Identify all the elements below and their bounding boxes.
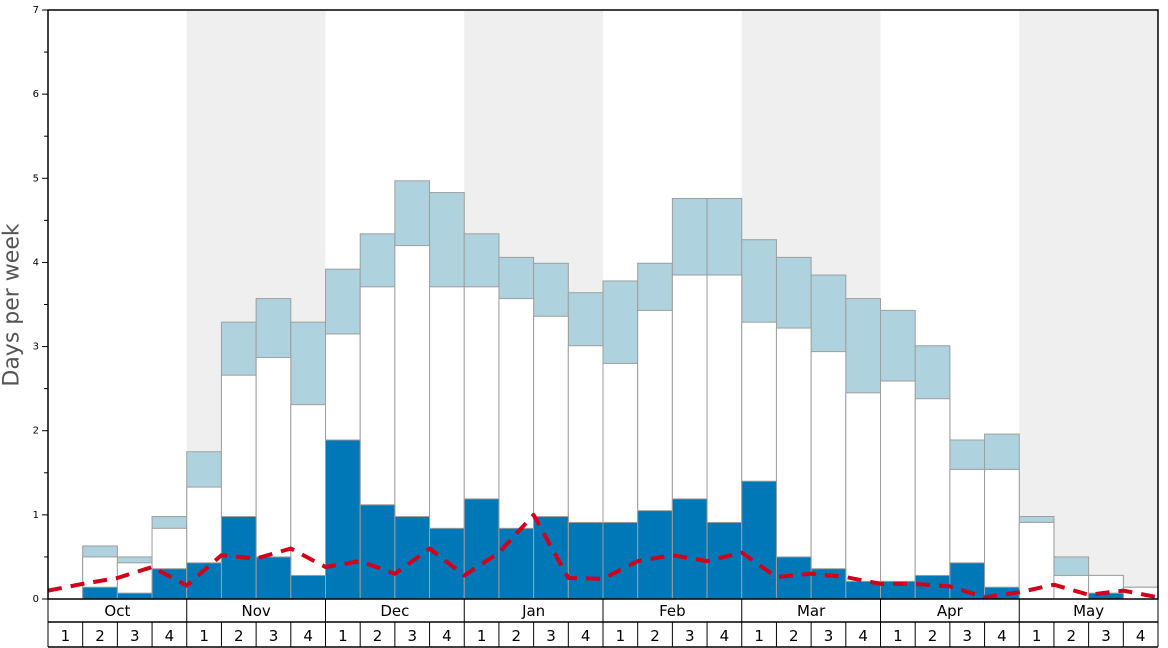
week-label-23: 3 (824, 627, 834, 645)
y-tick-label-1: 1 (33, 510, 39, 521)
month-label-may: May (1073, 602, 1104, 620)
bar-dark-7 (255, 556, 292, 600)
bar-white-25 (880, 380, 916, 600)
week-label-1: 1 (61, 627, 71, 645)
y-tick-label-0: 0 (33, 594, 39, 605)
bar-dark-8 (290, 574, 326, 600)
week-label-14: 2 (512, 627, 522, 645)
bar-dark-21 (741, 480, 777, 600)
y-tick-label-6: 6 (33, 89, 39, 100)
y-tick-label-4: 4 (33, 257, 39, 268)
bar-dark-15 (533, 516, 569, 600)
week-label-29: 1 (1032, 627, 1042, 645)
week-label-32: 4 (1136, 627, 1146, 645)
bar-dark-10 (359, 504, 396, 600)
bar-dark-23 (810, 568, 847, 600)
week-label-6: 2 (234, 627, 244, 645)
bar-white-24 (845, 392, 881, 600)
week-label-9: 1 (338, 627, 348, 645)
week-label-22: 2 (789, 627, 799, 645)
week-label-8: 4 (303, 627, 313, 645)
month-label-oct: Oct (104, 602, 130, 620)
week-label-16: 4 (581, 627, 591, 645)
y-tick-label-5: 5 (33, 173, 39, 184)
week-label-20: 4 (720, 627, 730, 645)
bar-dark-11 (394, 516, 431, 600)
bar-white-29 (1018, 521, 1055, 600)
bar-white-26 (914, 398, 951, 600)
week-label-3: 3 (130, 627, 140, 645)
month-band-may (1019, 10, 1158, 599)
bar-white-8 (290, 404, 326, 600)
week-label-17: 1 (616, 627, 626, 645)
week-label-2: 2 (95, 627, 105, 645)
week-label-7: 3 (269, 627, 279, 645)
week-label-26: 2 (928, 627, 938, 645)
bar-white-23 (810, 351, 847, 600)
month-label-apr: Apr (937, 602, 964, 620)
week-label-10: 2 (373, 627, 383, 645)
bar-dark-17 (602, 521, 639, 600)
bar-white-28 (984, 468, 1020, 600)
month-label-dec: Dec (380, 602, 409, 620)
bar-dark-14 (498, 527, 535, 600)
week-label-15: 3 (546, 627, 556, 645)
week-label-13: 1 (477, 627, 487, 645)
bar-dark-19 (671, 498, 708, 600)
week-label-5: 1 (199, 627, 209, 645)
week-label-19: 3 (685, 627, 695, 645)
week-label-28: 4 (997, 627, 1007, 645)
month-label-feb: Feb (659, 602, 686, 620)
week-label-21: 1 (754, 627, 764, 645)
y-tick-label-2: 2 (33, 426, 39, 437)
week-label-27: 3 (962, 627, 972, 645)
series-line-dashed (47, 512, 1159, 600)
bar-dark-16 (567, 521, 604, 600)
month-label-mar: Mar (797, 602, 826, 620)
week-label-31: 3 (1101, 627, 1111, 645)
week-label-24: 4 (858, 627, 868, 645)
y-tick-label-3: 3 (33, 342, 39, 353)
bar-dark-3 (116, 592, 153, 600)
bar-dark-2 (82, 586, 118, 600)
week-label-18: 2 (650, 627, 660, 645)
bar-dark-20 (706, 521, 743, 600)
bar-dark-13 (463, 498, 500, 600)
bar-dark-18 (637, 510, 673, 600)
week-label-30: 2 (1067, 627, 1077, 645)
y-axis-label: Days per week (0, 223, 25, 387)
y-tick-label-7: 7 (33, 5, 39, 16)
week-label-11: 3 (407, 627, 417, 645)
month-label-jan: Jan (521, 602, 545, 620)
bar-dark-9 (325, 439, 361, 600)
week-label-12: 4 (442, 627, 452, 645)
month-label-nov: Nov (241, 602, 270, 620)
week-label-4: 4 (165, 627, 175, 645)
week-label-25: 1 (893, 627, 903, 645)
